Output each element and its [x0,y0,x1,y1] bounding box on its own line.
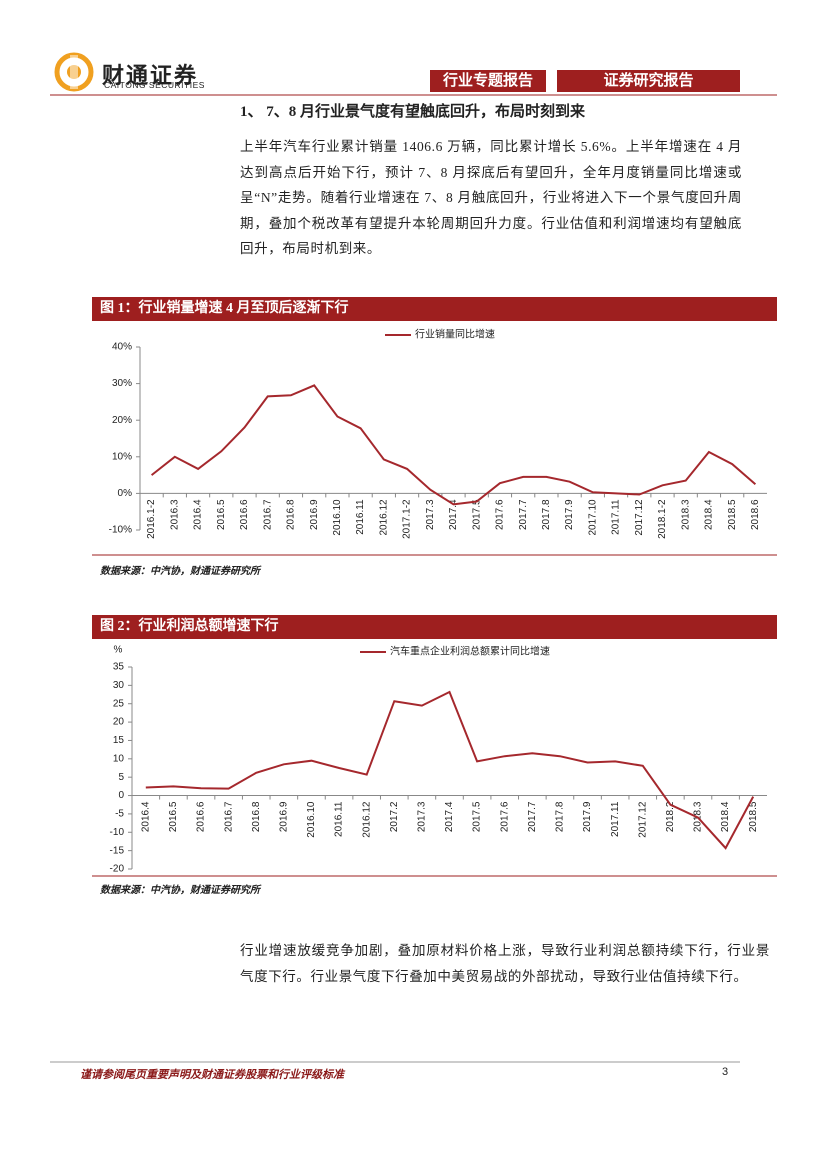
y-tick-label: 10% [112,451,132,462]
x-tick-label: 2016.5 [216,499,227,530]
logo-text: 财通证券 [102,63,199,88]
y-tick-label: 35 [113,662,125,673]
y-tick-label: 0 [118,790,124,801]
y-tick-label: 25 [113,698,125,709]
legend-label: 汽车重点企业利润总额累计同比增速 [390,645,550,658]
x-tick-label: 2016.3 [169,499,180,530]
y-tick-label: 20% [112,415,132,426]
x-tick-label: 2018.4 [704,499,715,530]
x-tick-label: 2017.7 [518,499,529,530]
x-tick-label: 2016.7 [223,801,234,832]
y-tick-label: -5 [115,809,124,820]
x-tick-label: 2016.5 [168,801,179,832]
y-tick-label: -10 [110,827,125,838]
x-tick-label: 2017.10 [587,499,598,536]
x-tick-label: 2016.6 [196,801,207,832]
figure-source: 数据来源：中汽协，财通证券研究所 [100,566,260,577]
x-tick-label: 2017.11 [611,499,622,535]
x-tick-label: 2017.4 [444,801,455,832]
x-tick-label: 2017.2 [389,801,400,832]
x-tick-label: 2017.8 [555,801,566,832]
x-tick-label: 2017.3 [425,499,436,530]
x-tick-label: 2016.9 [309,499,320,530]
x-tick-label: 2017.4 [448,499,459,530]
x-tick-label: 2017.12 [637,801,648,838]
x-tick-label: 2016.4 [140,801,151,832]
x-tick-label: 2017.3 [417,801,428,832]
y-tick-label: 0% [118,488,133,499]
y-tick-label: -15 [110,845,125,856]
x-tick-label: 2016.12 [378,499,389,536]
y-tick-label: -10% [109,525,132,536]
x-tick-label: 2017.5 [472,801,483,832]
y-tick-label: 20 [113,717,125,728]
x-tick-label: 2016.1-2 [146,499,157,539]
x-tick-label: 2017.9 [564,499,575,530]
y-tick-label: 10 [113,753,125,764]
x-tick-label: 2017.9 [582,801,593,832]
x-tick-label: 2018.4 [720,801,731,832]
x-tick-label: 2016.8 [286,499,297,530]
x-tick-label: 2017.8 [541,499,552,530]
x-tick-label: 2017.1-2 [402,499,413,539]
x-tick-label: 2016.12 [361,801,372,838]
x-tick-label: 2016.10 [306,801,317,838]
x-tick-label: 2018.2 [665,801,676,832]
x-tick-label: 2016.4 [193,499,204,530]
x-tick-label: 2016.10 [332,499,343,536]
y-tick-label: 30 [113,680,125,691]
x-tick-label: 2017.7 [527,801,538,832]
x-tick-label: 2017.11 [610,801,621,837]
x-tick-label: 2018.1-2 [657,499,668,539]
figure-title: 图 2：行业利润总额增速下行 [92,615,777,639]
x-tick-label: 2016.11 [355,499,366,535]
legend-label: 行业销量同比增速 [415,328,495,341]
x-tick-label: 2016.11 [334,801,345,837]
paragraph: 上半年汽车行业累计销量 1406.6 万辆，同比累计增长 5.6%。上半年增速在… [240,139,742,256]
report-tab: 行业专题报告 [430,70,546,92]
figure-title: 图 1：行业销量增速 4 月至顶后逐渐下行 [92,297,777,321]
x-tick-label: 2016.6 [239,499,250,530]
y-tick-label: 40% [112,342,132,353]
x-tick-label: 2018.3 [680,499,691,530]
paragraph: 行业增速放缓竞争加剧，叠加原材料价格上涨，导致行业利润总额持续下行，行业景气度下… [240,943,770,984]
x-tick-label: 2017.5 [471,499,482,530]
data-line [150,384,757,506]
figure-source: 数据来源：中汽协，财通证券研究所 [100,885,260,896]
logo-subtext: CAITONG SECURITIES [104,80,205,90]
x-tick-label: 2017.6 [495,499,506,530]
y-tick-label: 15 [113,735,125,746]
y-tick-label: 30% [112,378,132,389]
logo-icon [54,52,94,92]
x-tick-label: 2016.9 [278,801,289,832]
y-axis-label: % [114,645,123,656]
x-tick-label: 2016.8 [251,801,262,832]
data-line [145,690,755,850]
x-tick-label: 2016.7 [262,499,273,530]
y-tick-label: -20 [110,864,125,875]
page-number: 3 [722,1066,729,1078]
x-tick-label: 2017.12 [634,499,645,536]
x-tick-label: 2018.5 [727,499,738,530]
x-tick-label: 2018.5 [748,801,759,832]
section-title: 1、 7、8 月行业景气度有望触底回升，布局时刻到来 [240,104,586,120]
x-tick-label: 2018.6 [750,499,761,530]
x-tick-label: 2017.6 [499,801,510,832]
footer-disclaimer: 谨请参阅尾页重要声明及财通证券股票和行业评级标准 [80,1069,344,1081]
y-tick-label: 5 [118,772,124,783]
report-tab: 证券研究报告 [557,70,740,92]
